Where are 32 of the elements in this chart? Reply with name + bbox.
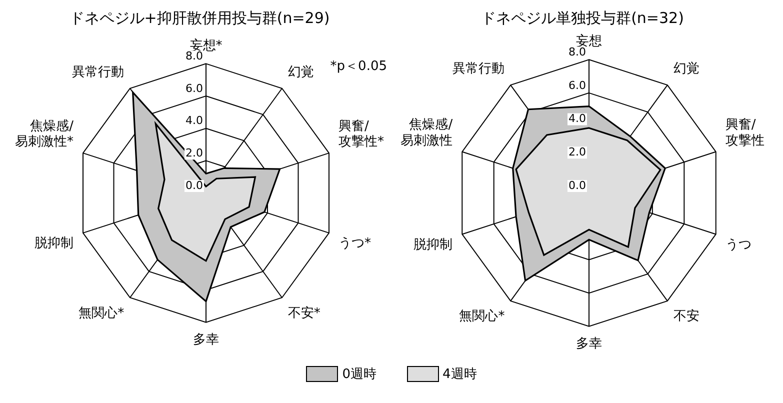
spoke-label: 不安 xyxy=(673,308,700,324)
y-tick-label: 8.0 xyxy=(186,50,203,63)
y-tick-label: 2.0 xyxy=(568,146,586,159)
y-tick-label: 0.0 xyxy=(568,178,586,192)
spoke-label: 多幸 xyxy=(193,332,219,348)
spoke-label: 脱抑制 xyxy=(414,237,453,252)
y-tick-label: 6.0 xyxy=(186,82,203,95)
chart-title: ドネペジル単独投与群(n=32) xyxy=(481,8,684,27)
spoke-label: 幻覚 xyxy=(288,64,314,80)
spoke-label: 無関心* xyxy=(459,308,506,324)
chart-title: ドネペジル+抑肝散併用投与群(n=29) xyxy=(69,8,330,27)
legend-label: 4週時 xyxy=(442,366,477,383)
y-tick-label: 4.0 xyxy=(568,112,586,126)
spoke-label: 脱抑制 xyxy=(34,236,74,252)
text: *p＜0.05 xyxy=(330,59,387,74)
spoke-label: 焦燥感/易刺激性 xyxy=(400,118,454,148)
spoke-label: 幻覚 xyxy=(673,62,700,77)
spoke-label: 無関心* xyxy=(78,304,125,321)
spoke-label: 焦燥感/易刺激性* xyxy=(15,118,74,150)
spoke-label: 多幸 xyxy=(576,336,602,352)
spoke-label: うつ xyxy=(725,237,752,252)
spoke-label: 興奮/攻撃性* xyxy=(338,118,384,150)
y-tick-label: 4.0 xyxy=(186,114,203,128)
spoke-label: 不安* xyxy=(288,304,321,321)
spoke-label: 異常行動 xyxy=(72,64,124,80)
legend-label: 0週時 xyxy=(342,366,376,383)
spoke-label: うつ* xyxy=(338,236,372,252)
y-tick-label: 2.0 xyxy=(186,146,203,160)
spoke-label: 異常行動 xyxy=(452,62,505,77)
spoke-label: 興奮/攻撃性 xyxy=(725,118,764,148)
y-tick-label: 0.0 xyxy=(186,178,203,192)
y-tick-label: 6.0 xyxy=(568,78,586,92)
